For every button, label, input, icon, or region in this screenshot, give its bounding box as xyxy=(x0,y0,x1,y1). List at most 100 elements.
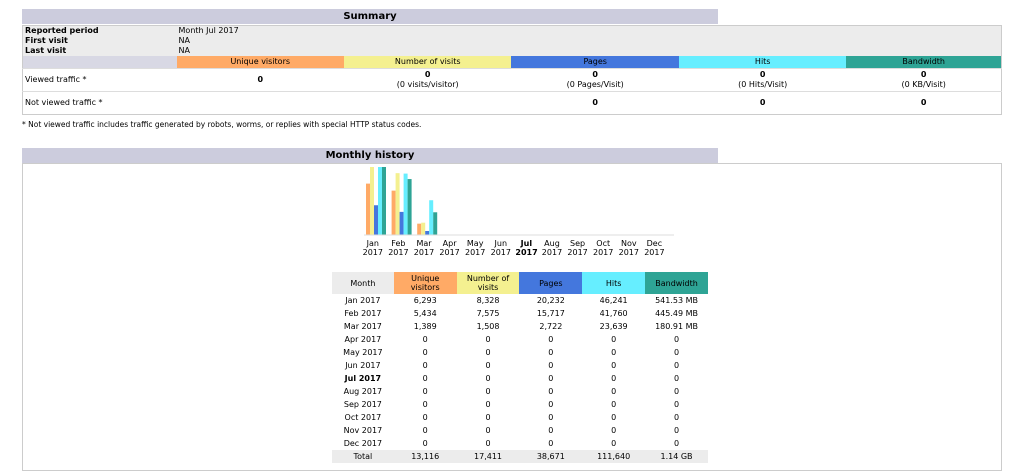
month-label: Mar 2017 xyxy=(413,239,435,257)
cell: 1,389 xyxy=(413,322,437,331)
note: (0 KB/Visit) xyxy=(901,80,946,89)
summary-row: Not viewed traffic * 0 0 0 xyxy=(22,91,1002,115)
summary-row: Viewed traffic * 0 0 (0 visits/visitor) 0 (0 … xyxy=(22,68,1002,92)
blank xyxy=(22,56,177,69)
column-header: Hits xyxy=(678,56,847,69)
bar xyxy=(391,190,396,235)
month-label-box: Jun 2017 xyxy=(491,239,511,257)
cell: 0 xyxy=(485,335,491,344)
cell: 0 xyxy=(673,374,680,383)
cell: 0 xyxy=(548,374,554,383)
cell: 0 xyxy=(485,361,491,370)
cell: 445.49 MB xyxy=(655,309,698,318)
cell: 0 xyxy=(485,387,491,396)
summary-cell xyxy=(343,91,512,115)
column-header: Pages xyxy=(511,56,679,69)
value: 0 xyxy=(759,98,766,107)
bar xyxy=(378,167,382,235)
bar xyxy=(417,223,422,235)
month-label-box: Apr 2017 xyxy=(439,239,459,257)
month-label-box: Jan 2017 xyxy=(363,239,383,257)
month-header: Month xyxy=(332,272,394,294)
cell: 0 xyxy=(673,361,680,370)
month: Jun 2017 xyxy=(345,361,381,370)
summary-cell: 0 xyxy=(846,91,1002,115)
cell: 15,717 xyxy=(536,309,565,318)
bar xyxy=(382,167,386,235)
cell: 0 xyxy=(611,439,617,448)
month-row: Aug 2017 0 0 0 0 0 xyxy=(332,385,708,398)
cell: 0 xyxy=(485,413,491,422)
bar xyxy=(433,212,438,235)
month-label-box: Feb 2017 xyxy=(388,239,409,257)
cell: 0 xyxy=(673,400,680,409)
cell: 7,575 xyxy=(476,309,500,318)
summary-cell: 0 xyxy=(176,68,344,92)
info-row: Reported period Month Jul 2017 xyxy=(23,26,1002,37)
total-label: Total xyxy=(332,450,394,463)
month-row: Jan 2017 6,293 8,328 20,232 46,241 541.53 MB xyxy=(332,294,708,307)
cell: 541.53 MB xyxy=(655,296,698,305)
month: Jan 2017 xyxy=(345,296,381,305)
month: Apr 2017 xyxy=(344,335,382,344)
bar xyxy=(374,205,378,235)
cell: 0 xyxy=(611,361,617,370)
summary-cell: 0 xyxy=(511,91,679,115)
cell: 0 xyxy=(611,426,617,435)
total-cell: 17,411 xyxy=(456,450,520,463)
summary-cell: 0 xyxy=(678,91,847,115)
cell: 0 xyxy=(548,426,554,435)
cell: 0 xyxy=(548,361,554,370)
column-header: Bandwidth xyxy=(846,56,1002,69)
cell: 0 xyxy=(485,400,491,409)
cell: 0 xyxy=(485,374,491,383)
cell: 46,241 xyxy=(599,296,628,305)
note: (0 Hits/Visit) xyxy=(738,80,788,89)
month-label-box: Aug 2017 xyxy=(541,239,563,257)
month-label-box: Jul 2017 xyxy=(515,239,537,257)
month-label: Oct 2017 xyxy=(593,239,614,257)
cell: 0 xyxy=(485,348,491,357)
bar xyxy=(366,183,370,235)
month-row: Jul 2017 0 0 0 0 0 xyxy=(332,372,708,385)
info-value: NA xyxy=(178,46,190,55)
month-label: Aug 2017 xyxy=(541,239,563,257)
summary-cell: 0 (0 visits/visitor) xyxy=(343,68,512,92)
monthly-box xyxy=(22,163,1002,471)
summary-cell xyxy=(176,91,344,115)
month-label-box: Mar 2017 xyxy=(413,239,435,257)
cell: 6,293 xyxy=(413,296,437,305)
value: 0 xyxy=(592,98,598,107)
column-header: Number of visits xyxy=(343,56,512,69)
month-row: Jun 2017 0 0 0 0 0 xyxy=(332,359,708,372)
bar xyxy=(421,222,426,235)
info-value: NA xyxy=(178,36,190,45)
cell: 2,722 xyxy=(539,322,563,331)
month: May 2017 xyxy=(343,348,383,357)
row-label: Not viewed traffic * xyxy=(22,91,177,115)
month: Sep 2017 xyxy=(343,400,382,409)
value: 0 xyxy=(257,75,264,84)
summary-cell: 0 (0 Pages/Visit) xyxy=(511,68,679,92)
cell: 5,434 xyxy=(413,309,437,318)
info-label: Last visit xyxy=(25,46,67,55)
month-label: Feb 2017 xyxy=(388,239,409,257)
monthly-table: Month Unique visitors Number of visits Page… xyxy=(332,272,708,463)
summary-title: Summary xyxy=(22,9,718,24)
month-label: Sep 2017 xyxy=(567,239,588,257)
cell: 0 xyxy=(422,335,428,344)
month-row: Dec 2017 0 0 0 0 0 xyxy=(332,437,708,450)
month-label-box: Oct 2017 xyxy=(593,239,614,257)
month-label-box: Nov 2017 xyxy=(619,239,639,257)
cell: 0 xyxy=(548,439,554,448)
month-label: May 2017 xyxy=(465,239,486,257)
cell: 0 xyxy=(673,426,680,435)
cell: 0 xyxy=(548,348,554,357)
total-cell: 111,640 xyxy=(582,450,646,463)
month: Oct 2017 xyxy=(344,413,382,422)
info-label: Reported period xyxy=(25,26,99,35)
column-header: Unique visitors xyxy=(393,272,457,294)
month-row: Oct 2017 0 0 0 0 0 xyxy=(332,411,708,424)
